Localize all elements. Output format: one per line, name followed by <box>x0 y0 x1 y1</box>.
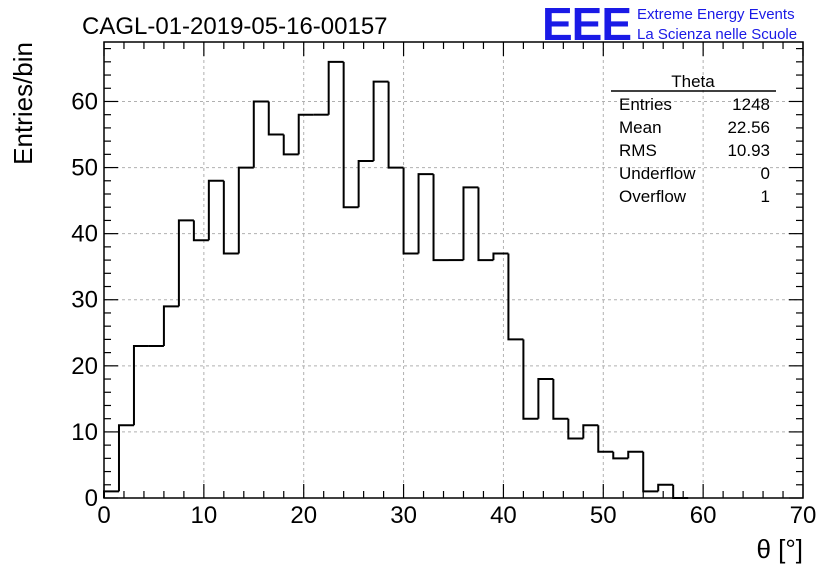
chart-title: CAGL-01-2019-05-16-00157 <box>82 13 388 40</box>
histogram-bin <box>117 424 134 492</box>
y-tick-label: 40 <box>71 221 98 248</box>
stats-label: RMS <box>619 141 657 160</box>
histogram-bin <box>402 167 419 255</box>
histogram-bin <box>327 60 344 115</box>
histogram-bin <box>207 179 224 241</box>
histogram-bin <box>297 113 314 155</box>
x-tick-label: 60 <box>690 502 717 529</box>
histogram-bin <box>657 483 674 492</box>
histogram-bin <box>387 81 404 169</box>
stats-label: Underflow <box>619 164 696 183</box>
stats-value: 10.93 <box>727 141 770 160</box>
histogram-bin <box>567 418 584 440</box>
histogram-bin <box>237 166 254 254</box>
x-tick-label: 50 <box>590 502 617 529</box>
histogram-bin <box>282 134 299 156</box>
histogram-bin <box>462 186 479 261</box>
stats-value: 1248 <box>732 95 770 114</box>
x-tick-label: 30 <box>390 502 417 529</box>
x-tick-label: 70 <box>790 502 817 529</box>
logo-line1: Extreme Energy Events <box>637 6 795 23</box>
histogram-bin <box>627 450 644 459</box>
y-tick-label: 60 <box>71 88 98 115</box>
stats-value: 22.56 <box>727 118 770 137</box>
histogram-bin <box>372 80 389 161</box>
stats-value: 0 <box>761 164 770 183</box>
y-tick-label: 0 <box>85 485 98 512</box>
histogram-bin <box>537 378 554 419</box>
logo-line2: La Scienza nelle Scuole <box>637 26 797 43</box>
histogram-bin <box>417 173 434 254</box>
histogram-bin <box>177 219 194 307</box>
histogram-bin <box>267 101 284 136</box>
y-axis-label: Entries/bin <box>8 42 38 165</box>
x-tick-label: 0 <box>97 502 110 529</box>
histogram-bin <box>522 339 539 420</box>
y-tick-label: 30 <box>71 287 98 314</box>
histogram-bin <box>432 174 449 262</box>
histogram-bin <box>252 100 269 168</box>
x-tick-label: 10 <box>191 502 218 529</box>
histogram-bin <box>582 424 599 439</box>
histogram-bin <box>507 253 524 341</box>
histogram-bin <box>192 220 209 242</box>
stats-box: Theta Entries 1248 Mean 22.56 RMS 10.93 Underf… <box>611 72 776 206</box>
stats-label: Entries <box>619 95 672 114</box>
eee-logo: EEE Extreme Energy Events La Scienza nel… <box>542 0 797 50</box>
y-tick-label: 50 <box>71 155 98 182</box>
histogram-bin <box>492 252 509 261</box>
histogram-bin <box>642 451 659 493</box>
histogram-bin <box>672 484 689 499</box>
stats-label: Mean <box>619 118 662 137</box>
histogram-bin <box>477 187 494 262</box>
histogram-bin <box>552 379 569 420</box>
histogram-bin <box>612 451 629 460</box>
histogram-bin <box>342 61 359 209</box>
histogram-bin <box>103 490 119 498</box>
y-tick-label: 20 <box>71 353 98 380</box>
stats-value: 1 <box>761 187 770 206</box>
x-axis-label: θ [°] <box>756 534 803 564</box>
histogram-bin <box>357 159 374 208</box>
stats-label: Overflow <box>619 187 687 206</box>
y-tick-label: 10 <box>71 419 98 446</box>
x-tick-label: 40 <box>490 502 517 529</box>
stats-title: Theta <box>671 72 715 91</box>
grid-lines <box>104 42 803 498</box>
x-tick-label: 20 <box>290 502 317 529</box>
plot-frame <box>103 41 804 499</box>
histogram-series <box>103 60 689 499</box>
histogram-bin <box>162 305 179 346</box>
histogram-bin <box>132 345 149 426</box>
histogram-bin <box>597 425 614 453</box>
histogram-bin <box>222 180 239 255</box>
